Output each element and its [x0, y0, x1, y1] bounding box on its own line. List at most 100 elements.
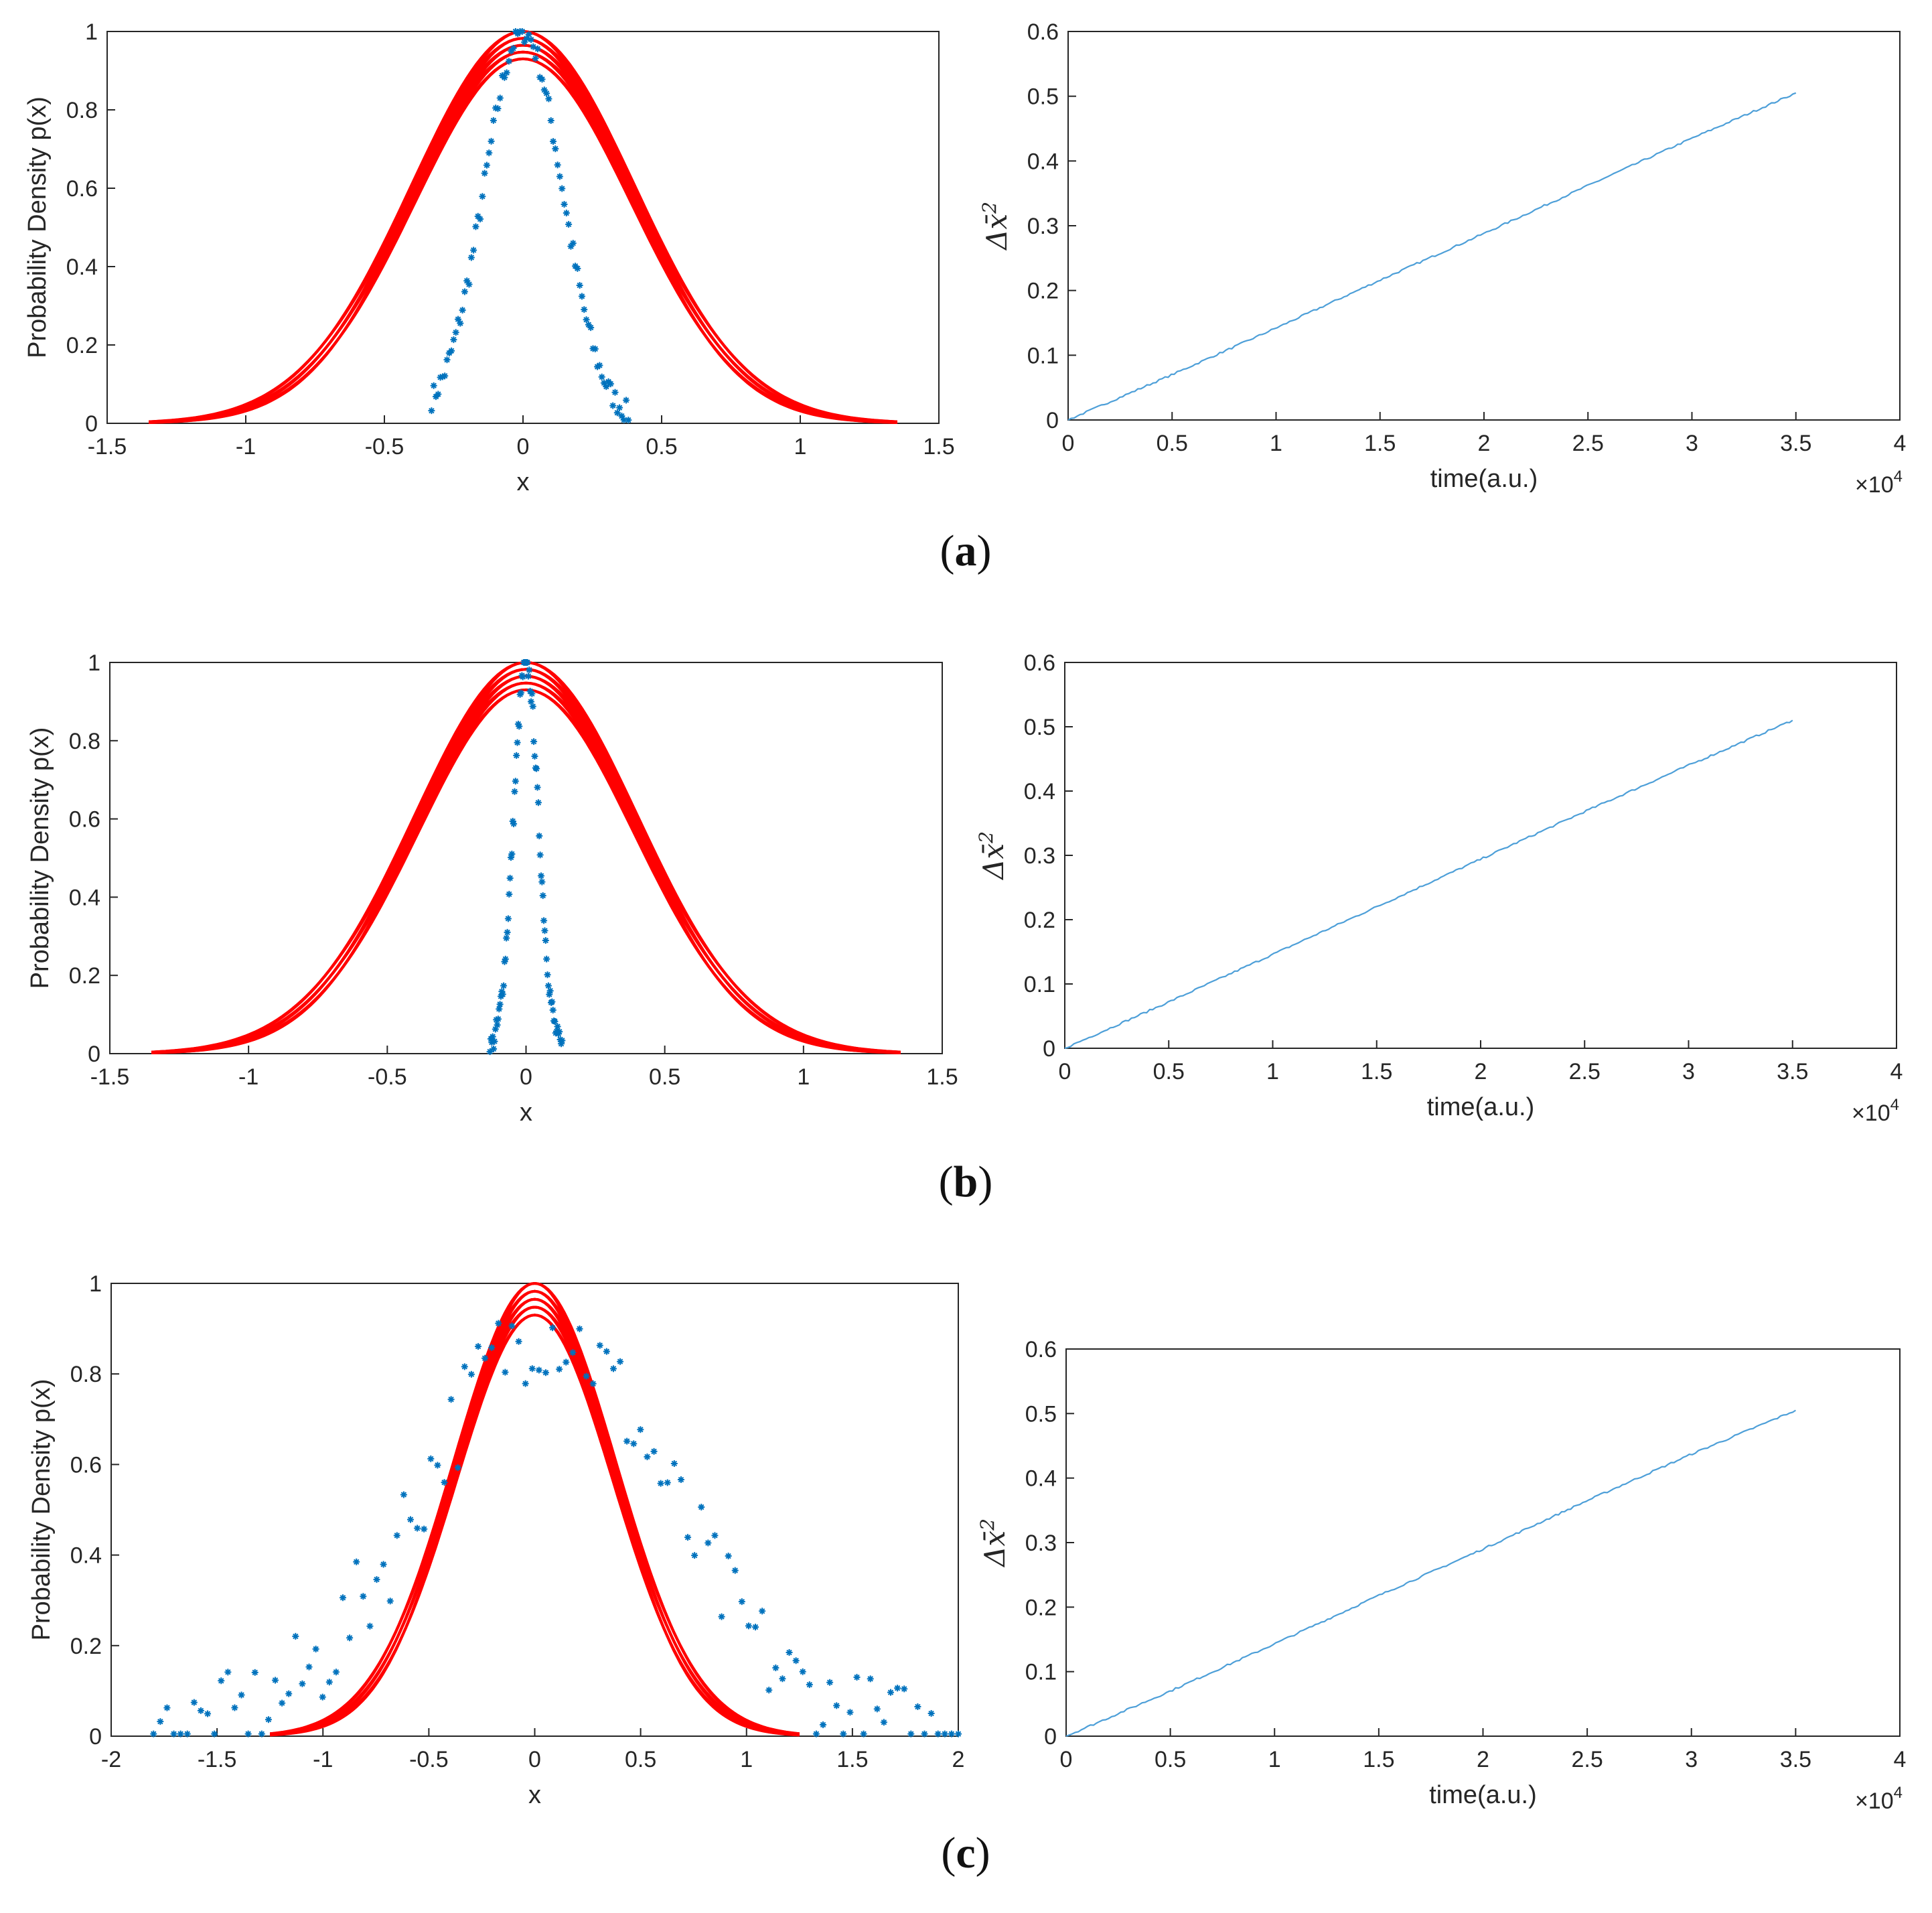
scatter-point [786, 1649, 793, 1656]
scatter-point [534, 45, 541, 52]
scatter-point [218, 1677, 225, 1685]
y-axis-label: Probability Density p(x) [23, 96, 52, 358]
density-curve [149, 57, 897, 424]
scatter-point [873, 1705, 881, 1713]
scatter-point [548, 998, 556, 1005]
x-axis-multiplier: ×104 [1855, 1784, 1903, 1814]
x-tick-label: 1 [740, 1747, 753, 1772]
scatter-point [530, 43, 537, 50]
y-label-delta: Δ [980, 230, 1013, 251]
scatter-point [554, 1030, 562, 1038]
multiplier-exponent: 4 [1890, 1096, 1899, 1114]
y-tick-label: 0.2 [70, 1634, 102, 1659]
scatter-point [452, 329, 459, 336]
scatter-point [630, 1440, 638, 1447]
scatter-point [501, 74, 508, 81]
scatter-point [532, 55, 539, 62]
scatter-point [477, 216, 484, 223]
scatter-point [544, 982, 552, 989]
scatter-points [486, 659, 566, 1056]
y-tick-label: 0.6 [1024, 650, 1055, 676]
scatter-point [479, 193, 486, 200]
density-curve [270, 1289, 800, 1736]
scatter-point [197, 1707, 204, 1714]
scatter-point [170, 1730, 177, 1738]
x-tick-label: 0 [517, 434, 530, 459]
scatter-point [530, 738, 538, 746]
density-curve [269, 1281, 800, 1735]
scatter-point [528, 690, 536, 697]
y-axis-label: Probability Density p(x) [27, 1379, 56, 1641]
scatter-point [455, 315, 462, 323]
scatter-point [543, 955, 550, 963]
density-curve [151, 660, 901, 1054]
scatter-point [211, 1730, 218, 1738]
y-tick-label: 0.4 [1027, 149, 1059, 174]
scatter-point [502, 955, 509, 963]
x-tick-label: -2 [101, 1747, 121, 1772]
y-tick-label: 0.6 [66, 176, 98, 202]
density-curve [149, 29, 897, 424]
scatter-point [556, 1028, 563, 1036]
scatter-point [620, 416, 627, 423]
scatter-point [569, 1349, 577, 1356]
scatter-point [513, 752, 520, 759]
scatter-point [934, 1730, 942, 1738]
scatter-point [752, 1624, 759, 1631]
scatter-point [574, 265, 581, 272]
scatter-point [559, 1037, 566, 1044]
scatter-point [546, 987, 554, 995]
density-curve [151, 688, 901, 1054]
scatter-points [150, 1320, 962, 1738]
scatter-point [430, 382, 437, 389]
scatter-point [637, 1426, 644, 1433]
density-curve [270, 1314, 800, 1736]
scatter-point [583, 316, 590, 324]
scatter-point [441, 372, 449, 380]
scatter-point [157, 1718, 164, 1725]
scatter-point [617, 1358, 624, 1365]
chart-b-density: -1.5 -1 -0.5 0 0.5 1 1.5 0 0.2 0.4 0.6 0.8 1 x Probabi… [26, 650, 958, 1127]
y-tick-label: 0.2 [69, 963, 100, 989]
y-label-var: x̄ [978, 1531, 1011, 1547]
scatter-point [569, 240, 577, 247]
density-curve [149, 44, 897, 424]
x-tick-label: 1 [1266, 1059, 1279, 1084]
y-tick-label: 0 [88, 1042, 100, 1067]
y-tick-label: 0.4 [66, 255, 98, 280]
scatter-point [611, 388, 619, 396]
scatter-point [578, 293, 585, 300]
density-curve [151, 675, 901, 1054]
x-tick-label: -1.5 [88, 434, 127, 459]
scatter-point [880, 1719, 887, 1726]
y-label-var: x̄ [977, 843, 1010, 859]
scatter-point [483, 161, 490, 169]
x-axis-multiplier: ×104 [1852, 1096, 1899, 1126]
scatter-point [583, 1372, 590, 1380]
x-axis-label: x [517, 468, 530, 496]
scatter-point [554, 1023, 561, 1030]
scatter-point [591, 345, 599, 352]
plot-layer: -1.5 -1 -0.5 0 0.5 1 1.5 0 0.2 0.4 0.6 0.8 1 x Probabi… [23, 19, 1906, 1814]
scatter-point [603, 1348, 610, 1355]
x-axis-label: time(a.u.) [1430, 465, 1538, 493]
density-curve [270, 1297, 800, 1737]
density-curve [149, 44, 897, 424]
y-label-sup: 2 [976, 1518, 998, 1531]
scatter-point [779, 1675, 786, 1683]
scatter-point [508, 48, 515, 55]
scatter-point [251, 1669, 258, 1676]
density-curve [151, 660, 901, 1054]
scatter-point [759, 1608, 766, 1615]
density-curve [148, 44, 898, 423]
scatter-point [450, 336, 457, 344]
y-tick-label: 0.3 [1025, 1531, 1057, 1556]
scatter-point [496, 94, 504, 102]
density-curve [151, 668, 901, 1054]
y-tick-label: 0.4 [70, 1543, 102, 1569]
scatter-point [522, 1380, 529, 1387]
y-tick-label: 0.5 [1025, 1401, 1057, 1427]
x-tick-label: 0 [1059, 1059, 1071, 1084]
scatter-point [332, 1669, 340, 1676]
scatter-point [285, 1690, 293, 1697]
